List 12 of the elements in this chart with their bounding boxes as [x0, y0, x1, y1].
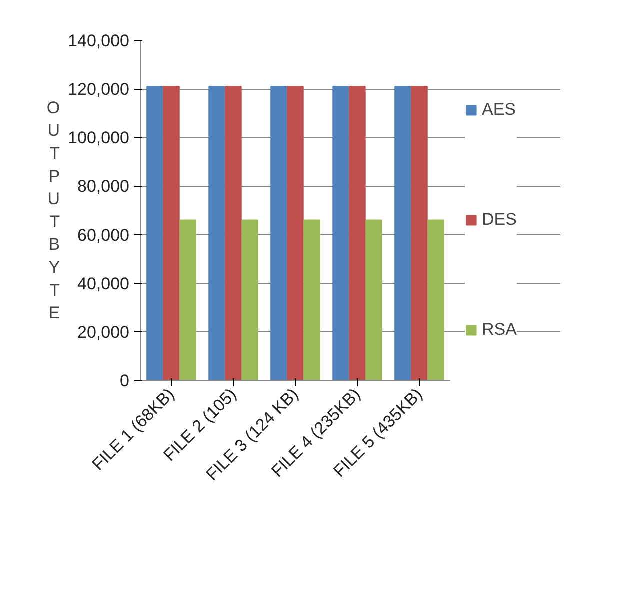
y-tick-label: 120,000 [68, 80, 130, 100]
y-tick-label: 100,000 [68, 128, 130, 148]
text: OUTPUTBYTE [46, 98, 60, 323]
legend-label: AES [482, 100, 516, 120]
y-tick-label: 60,000 [78, 226, 130, 245]
legend-label: RSA [482, 320, 517, 340]
legend-label: DES [482, 210, 517, 230]
y-tick-label: 20,000 [78, 322, 130, 342]
y-tick-label: 40,000 [78, 274, 130, 294]
y-tick-label: 80,000 [78, 177, 130, 196]
y-tick-label: 0 [120, 372, 130, 390]
y-tick-label: 140,000 [68, 32, 130, 50]
